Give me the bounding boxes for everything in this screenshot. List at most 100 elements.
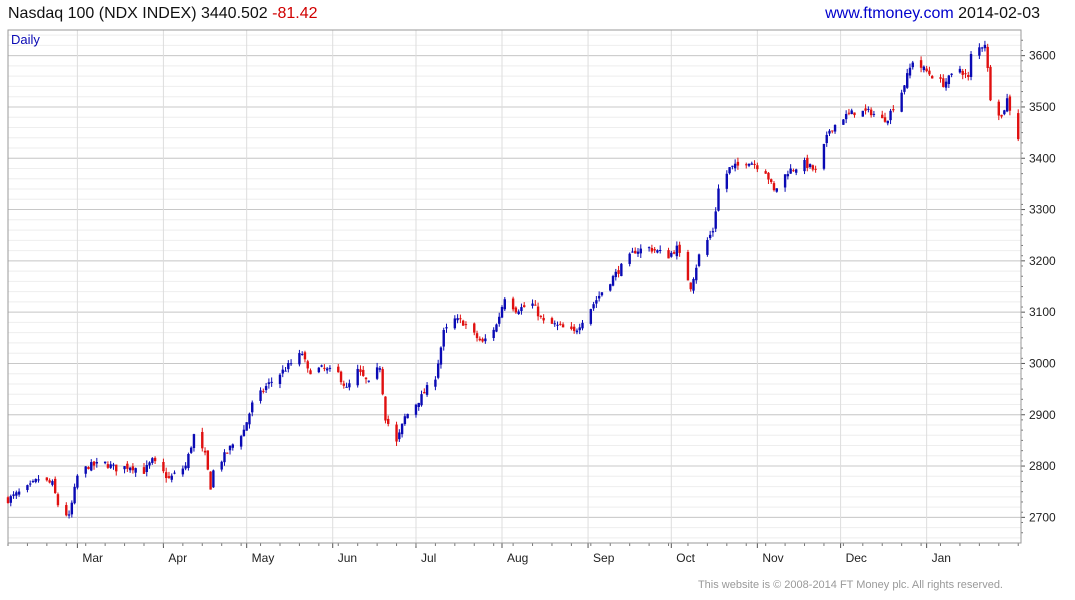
- candle-body: [883, 117, 887, 122]
- candle-body: [181, 468, 185, 475]
- x-tick-label: Oct: [676, 551, 695, 565]
- candle-body: [733, 163, 737, 169]
- candle-body: [162, 461, 165, 472]
- candle-body: [728, 167, 731, 174]
- candle-body: [459, 318, 462, 320]
- candle-body: [850, 110, 853, 115]
- candle-body: [695, 267, 698, 281]
- candle-body: [944, 81, 948, 88]
- candle-body: [51, 481, 54, 485]
- candle-body: [689, 282, 692, 290]
- candle-body: [378, 368, 382, 370]
- candle-body: [900, 92, 903, 112]
- candle-body: [464, 324, 468, 326]
- candle-body: [886, 120, 889, 124]
- candle-body: [575, 330, 579, 333]
- candle-body: [417, 402, 420, 407]
- candle-body: [925, 68, 928, 72]
- candle-body: [287, 363, 290, 370]
- candle-body: [958, 68, 962, 73]
- candle-body: [867, 108, 870, 110]
- candle-body: [303, 352, 307, 360]
- candle-body: [90, 462, 93, 471]
- candle-body: [359, 369, 362, 373]
- x-tick-label: Jun: [338, 551, 357, 565]
- candle-body: [853, 112, 856, 116]
- candle-body: [983, 44, 987, 49]
- candle-body: [561, 324, 565, 328]
- candle-body: [786, 174, 790, 177]
- copyright-footer: This website is © 2008-2014 FT Money plc…: [697, 579, 1003, 591]
- candle-body: [628, 253, 631, 264]
- candle-body: [142, 467, 146, 474]
- candle-body: [228, 445, 232, 451]
- candle-body: [906, 73, 909, 88]
- candle-body: [656, 250, 659, 253]
- candle-body: [825, 134, 828, 144]
- plot-frame: [7, 29, 1022, 544]
- candle-body: [869, 109, 873, 116]
- candle-body: [384, 396, 387, 421]
- candle-body: [767, 172, 770, 180]
- candle-body: [908, 67, 912, 76]
- candle-body: [220, 461, 223, 470]
- candle-body: [395, 424, 398, 442]
- candle-body: [289, 363, 293, 365]
- y-tick-label: 2900: [1029, 408, 1056, 422]
- candle-body: [1005, 98, 1009, 112]
- candle-body: [425, 385, 429, 395]
- candle-body: [634, 250, 637, 254]
- candle-body: [997, 101, 1000, 116]
- candle-body: [581, 322, 584, 329]
- candle-body: [95, 462, 99, 464]
- y-tick-label: 3500: [1029, 100, 1056, 114]
- candle-body: [406, 413, 409, 419]
- y-tick-label: 3400: [1029, 151, 1056, 165]
- candle-body: [128, 467, 132, 471]
- candle-body: [398, 432, 401, 440]
- instrument-name: Nasdaq 100 (NDX INDEX): [8, 5, 197, 22]
- candle-body: [789, 168, 792, 174]
- candle-body: [362, 369, 365, 376]
- candle-body: [209, 471, 212, 490]
- candle-body: [736, 161, 740, 166]
- candle-body: [387, 418, 390, 424]
- candle-body: [1017, 113, 1020, 140]
- candle-body: [864, 108, 867, 111]
- candle-body: [572, 326, 576, 331]
- candle-body: [811, 165, 815, 170]
- candle-body: [84, 466, 87, 474]
- candle-body: [861, 110, 865, 117]
- candle-body: [844, 113, 848, 120]
- candle-body: [29, 483, 32, 485]
- x-tick-label: Aug: [507, 551, 528, 565]
- candle-body: [70, 502, 74, 515]
- candle-body: [115, 464, 118, 472]
- last-price: 3440.502: [200, 5, 268, 22]
- candle-body: [367, 380, 370, 382]
- candle-body: [639, 248, 642, 254]
- x-tick-label: Nov: [762, 551, 783, 565]
- candle-body: [903, 85, 906, 92]
- candle-body: [697, 254, 701, 266]
- site-link[interactable]: www.ftmoney.com: [825, 5, 954, 22]
- candle-body: [184, 465, 187, 469]
- candle-body: [267, 382, 271, 385]
- candle-body: [794, 169, 798, 173]
- candle-body: [248, 413, 251, 425]
- candle-body: [536, 306, 540, 317]
- candle-body: [423, 392, 426, 394]
- candle-body: [456, 318, 459, 321]
- candle-body: [481, 338, 484, 342]
- candle-body: [692, 278, 695, 291]
- candle-body: [37, 479, 40, 481]
- candle-body: [556, 324, 559, 326]
- candle-body: [134, 468, 137, 473]
- candle-body: [831, 130, 834, 132]
- candle-body: [45, 477, 49, 481]
- candle-body: [498, 316, 501, 324]
- candle-body: [531, 303, 534, 306]
- candle-body: [578, 327, 581, 331]
- candle-body: [453, 318, 457, 329]
- candle-body: [756, 165, 759, 170]
